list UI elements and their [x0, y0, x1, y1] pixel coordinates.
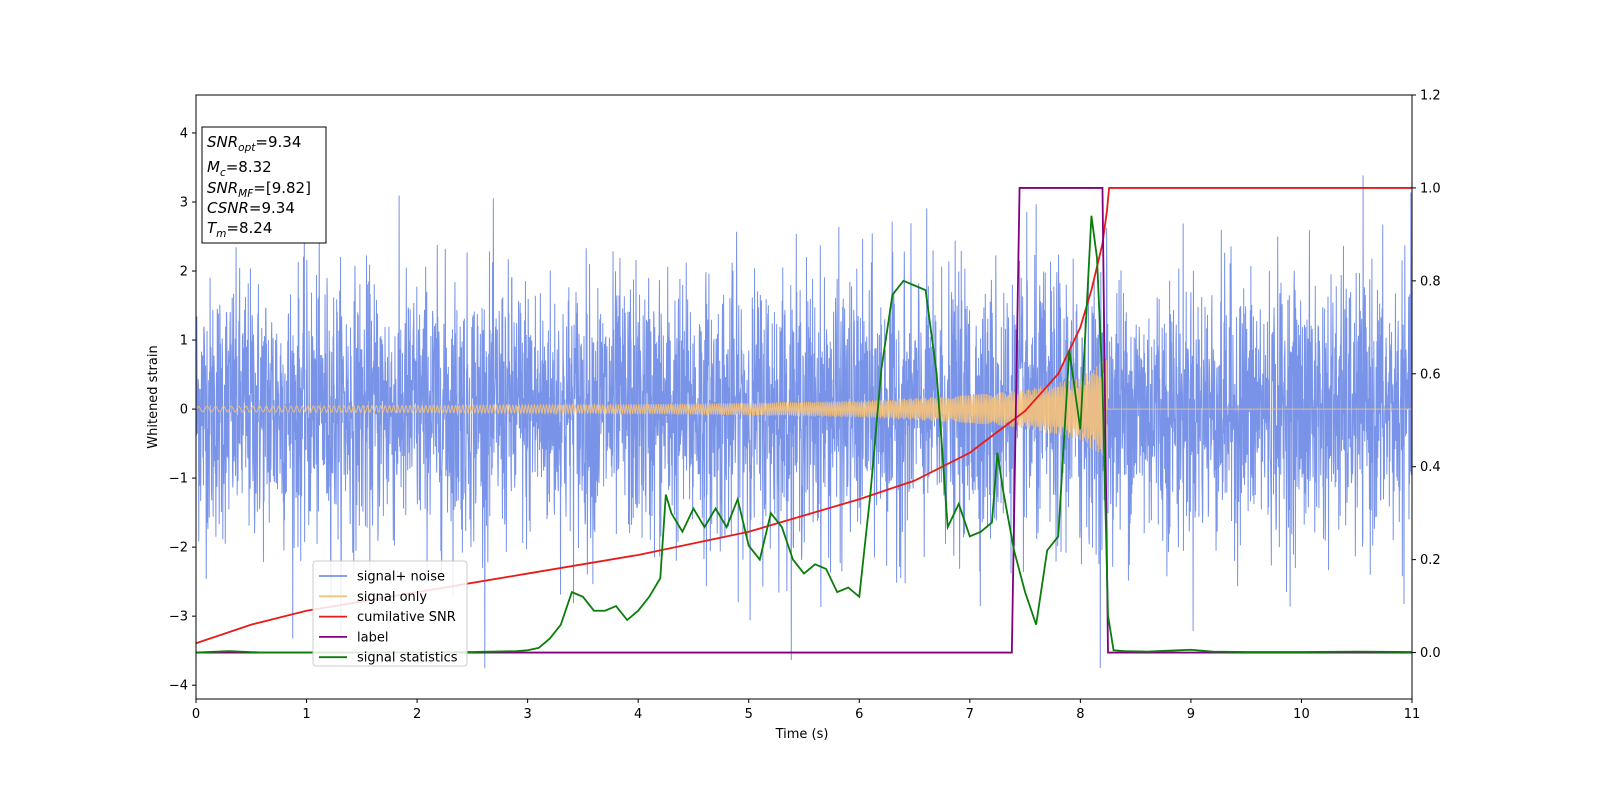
x-tick-label: 5	[745, 707, 753, 722]
y-axis-left: −4 −3 −2 −1 0 1 2 3 4	[169, 126, 196, 694]
y-axis-right: 0.0 0.2 0.4 0.6 0.8 1.0 1.2	[1412, 89, 1441, 661]
y-axis-label: Whitened strain	[146, 345, 161, 448]
y-left-tick-label: −3	[169, 610, 188, 625]
y-left-tick-label: 1	[180, 334, 188, 349]
legend-entry: label	[357, 630, 388, 645]
y-right-tick-label: 0.6	[1420, 367, 1441, 382]
x-axis: 0 1 2 3 4 5 6 7 8 9 10 11	[192, 699, 1420, 722]
y-left-tick-label: 0	[180, 403, 188, 418]
y-right-tick-label: 0.0	[1420, 646, 1441, 661]
y-left-tick-label: −1	[169, 472, 188, 487]
x-tick-label: 0	[192, 707, 200, 722]
x-tick-label: 10	[1293, 707, 1310, 722]
y-right-tick-label: 1.2	[1420, 89, 1441, 104]
x-tick-label: 3	[523, 707, 531, 722]
y-left-tick-label: −2	[169, 541, 188, 556]
x-axis-label: Time (s)	[775, 727, 829, 742]
y-left-tick-label: −4	[169, 679, 188, 694]
annotation-line: SNRopt=9.34	[207, 133, 301, 154]
x-tick-label: 1	[302, 707, 310, 722]
legend-entry: cumilative SNR	[357, 610, 456, 625]
y-left-tick-label: 4	[180, 126, 188, 141]
series-signal-statistics	[196, 215, 1412, 654]
plot-frame	[195, 94, 1413, 700]
series-label	[196, 187, 1412, 654]
x-tick-label: 4	[634, 707, 642, 722]
x-tick-label: 6	[855, 707, 863, 722]
y-right-tick-label: 0.4	[1420, 460, 1441, 475]
y-right-tick-label: 0.2	[1420, 553, 1441, 568]
legend: signal+ noise signal only cumilative SNR la…	[312, 560, 468, 667]
y-left-tick-label: 3	[180, 195, 188, 210]
legend-entry: signal statistics	[357, 651, 458, 666]
series-signal-only	[196, 341, 1412, 475]
annotation-line: CSNR=9.34	[207, 199, 295, 217]
annotation-line: Tm=8.24	[207, 219, 272, 240]
x-tick-label: 8	[1076, 707, 1084, 722]
x-tick-label: 11	[1404, 707, 1421, 722]
y-left-tick-label: 2	[180, 265, 188, 280]
annotation-line: SNRMF=[9.82]	[207, 179, 311, 200]
x-tick-label: 7	[966, 707, 974, 722]
legend-entry: signal+ noise	[357, 570, 445, 585]
x-tick-label: 9	[1187, 707, 1195, 722]
annotation-line: Mc=8.32	[207, 158, 272, 179]
y-right-tick-label: 1.0	[1420, 181, 1441, 196]
legend-entry: signal only	[357, 590, 427, 605]
x-tick-label: 2	[413, 707, 421, 722]
y-right-tick-label: 0.8	[1420, 274, 1441, 289]
